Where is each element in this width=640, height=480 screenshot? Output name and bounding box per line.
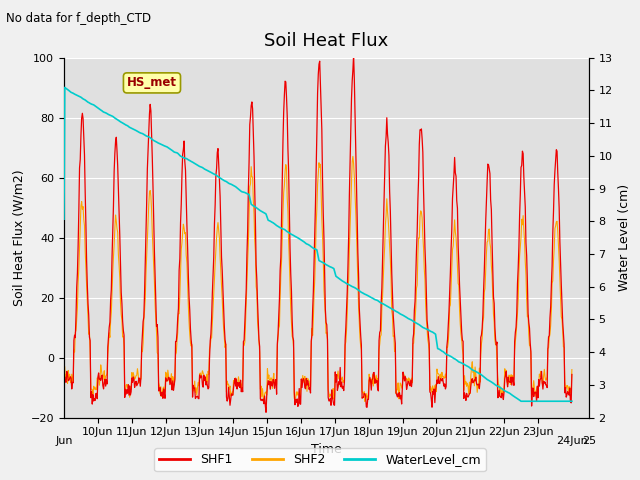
Legend: SHF1, SHF2, WaterLevel_cm: SHF1, SHF2, WaterLevel_cm — [154, 448, 486, 471]
Text: No data for f_depth_CTD: No data for f_depth_CTD — [6, 12, 152, 25]
Text: 24Jun: 24Jun — [556, 436, 588, 445]
Text: HS_met: HS_met — [127, 76, 177, 89]
Y-axis label: Soil Heat Flux (W/m2): Soil Heat Flux (W/m2) — [12, 169, 25, 306]
X-axis label: Time: Time — [311, 443, 342, 456]
Text: 25: 25 — [582, 436, 596, 445]
Text: Jun: Jun — [55, 436, 73, 445]
Y-axis label: Water Level (cm): Water Level (cm) — [618, 184, 631, 291]
Title: Soil Heat Flux: Soil Heat Flux — [264, 33, 388, 50]
